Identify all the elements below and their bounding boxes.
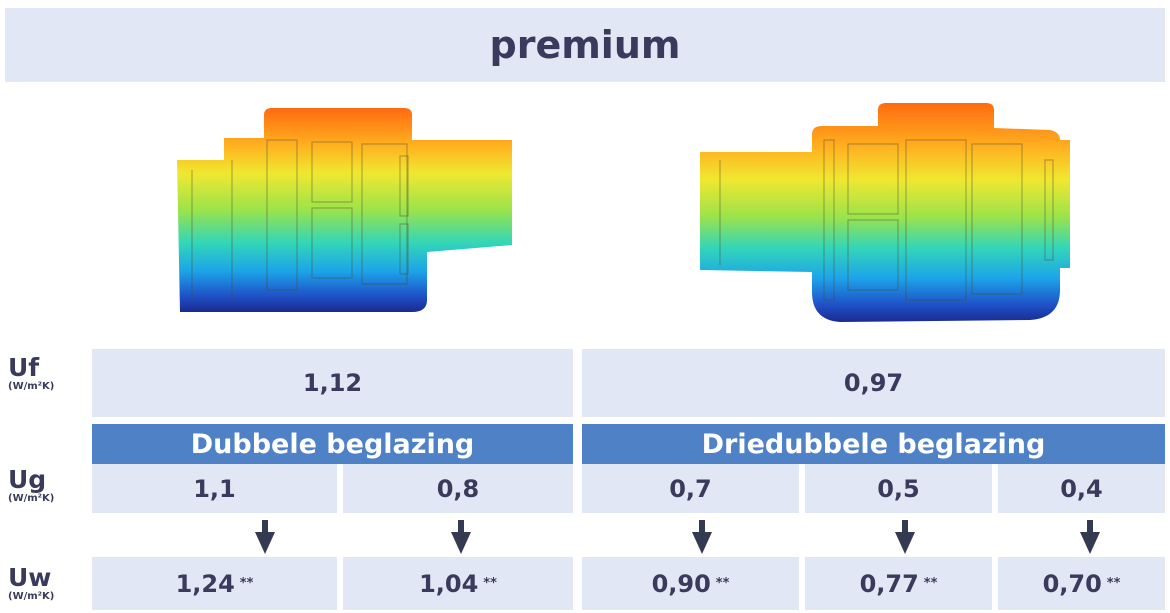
uf-symbol: Uf — [8, 353, 40, 382]
uw-value: 0,90 — [651, 569, 711, 598]
ug-value-cell: 0,8 — [343, 464, 573, 513]
ug-label: Ug (W/m²K) — [8, 467, 54, 505]
uw-value: 0,77 — [859, 569, 919, 598]
down-arrow-icon — [255, 520, 275, 554]
uw-value: 0,70 — [1042, 569, 1102, 598]
uw-value: 1,04 — [419, 569, 479, 598]
uw-value-cell: 0,90 ** — [582, 557, 799, 610]
uf-value-cell: 1,12 — [92, 349, 573, 417]
ug-value-cell: 0,5 — [805, 464, 992, 513]
down-arrow-icon — [451, 520, 471, 554]
uw-value-cell: 0,77 ** — [805, 557, 992, 610]
uw-value-cell: 1,04 ** — [343, 557, 573, 610]
down-arrow-icon — [692, 520, 712, 554]
footnote-mark: ** — [483, 576, 497, 591]
uf-unit: (W/m²K) — [8, 381, 55, 392]
ug-symbol: Ug — [8, 465, 47, 494]
uw-label: Uw (W/m²K) — [8, 565, 54, 603]
uw-value-cell: 0,70 ** — [998, 557, 1165, 610]
glazing-header-triple: Driedubbele beglazing — [582, 424, 1165, 464]
footnote-mark: ** — [1106, 576, 1121, 591]
ug-value-cell: 0,4 — [998, 464, 1165, 513]
down-arrow-icon — [895, 520, 915, 554]
ug-value-cell: 0,7 — [582, 464, 799, 513]
footnote-mark: ** — [715, 576, 730, 591]
uf-value-cell: 0,97 — [582, 349, 1165, 417]
uw-value: 1,24 — [175, 569, 235, 598]
uw-symbol: Uw — [8, 563, 52, 592]
ug-unit: (W/m²K) — [8, 493, 55, 504]
thermal-image-left — [172, 100, 512, 330]
uw-unit: (W/m²K) — [8, 591, 55, 602]
thermal-image-right — [700, 100, 1070, 330]
page-title: premium — [5, 8, 1165, 82]
down-arrow-icon — [1080, 520, 1100, 554]
footnote-mark: ** — [923, 576, 938, 591]
ug-value-cell: 1,1 — [92, 464, 337, 513]
uf-label: Uf (W/m²K) — [8, 355, 54, 393]
glazing-header-double: Dubbele beglazing — [92, 424, 573, 464]
uw-value-cell: 1,24 ** — [92, 557, 337, 610]
footnote-mark: ** — [239, 576, 254, 591]
